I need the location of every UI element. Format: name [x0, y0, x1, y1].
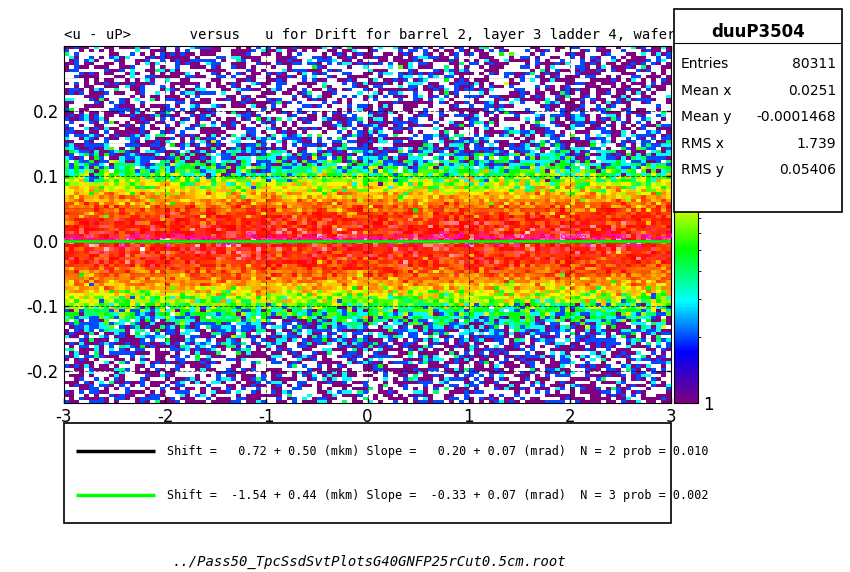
Text: 0.0251: 0.0251	[788, 84, 836, 98]
Text: 80311: 80311	[792, 57, 836, 72]
Text: Mean x: Mean x	[681, 84, 731, 98]
Text: ../Pass50_TpcSsdSvtPlotsG40GNFP25rCut0.5cm.root: ../Pass50_TpcSsdSvtPlotsG40GNFP25rCut0.5…	[173, 555, 567, 569]
Text: Mean y: Mean y	[681, 110, 731, 124]
Text: -0.0001468: -0.0001468	[756, 110, 836, 124]
Text: duuP3504: duuP3504	[711, 23, 805, 41]
Text: Entries: Entries	[681, 57, 729, 72]
Text: Shift =   0.72 + 0.50 (mkm) Slope =   0.20 + 0.07 (mrad)  N = 2 prob = 0.010: Shift = 0.72 + 0.50 (mkm) Slope = 0.20 +…	[167, 445, 709, 458]
Text: 0.05406: 0.05406	[779, 163, 836, 177]
Text: Shift =  -1.54 + 0.44 (mkm) Slope =  -0.33 + 0.07 (mrad)  N = 3 prob = 0.002: Shift = -1.54 + 0.44 (mkm) Slope = -0.33…	[167, 489, 709, 502]
Text: 1.739: 1.739	[796, 137, 836, 150]
Text: <u - uP>       versus   u for Drift for barrel 2, layer 3 ladder 4, wafer 5: <u - uP> versus u for Drift for barrel 2…	[64, 28, 692, 42]
Text: RMS x: RMS x	[681, 137, 723, 150]
Text: RMS y: RMS y	[681, 163, 723, 177]
